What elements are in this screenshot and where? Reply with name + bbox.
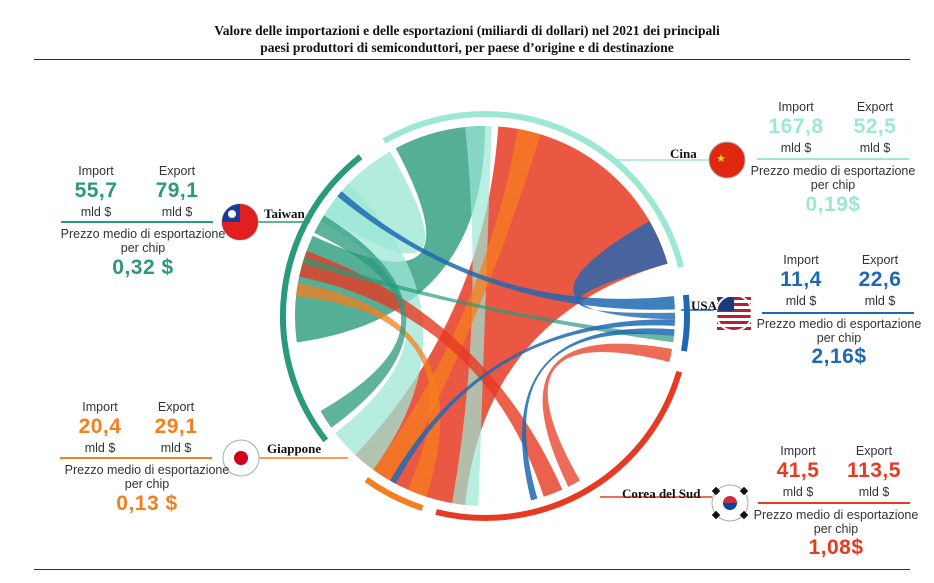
corea-export-label: Export — [855, 444, 893, 458]
taiwan-divider — [61, 221, 213, 223]
taiwan-export-unit: mld $ — [161, 205, 193, 219]
giappone-taiwan-ribbon — [296, 283, 441, 497]
usa-flag-canton — [718, 297, 734, 311]
cina-name: Cina — [670, 146, 697, 161]
giappone-export-label: Export — [157, 400, 195, 414]
giappone-panel: Import Export 20,4 29,1 mld $ mld $ Prez… — [60, 400, 232, 520]
cina-export-unit: mld $ — [859, 141, 891, 155]
usa-import-unit: mld $ — [785, 294, 817, 308]
corea-import-unit: mld $ — [782, 485, 814, 499]
taiwan-giappone-ribbon — [314, 215, 407, 428]
usa-export-unit: mld $ — [864, 294, 896, 308]
cina-price-value: 0,19$ — [805, 193, 861, 216]
usa-flag-stripe — [717, 327, 751, 330]
bottom-divider — [34, 569, 910, 570]
corea-price-value: 1,08$ — [808, 536, 864, 559]
corea-export-value: 113,5 — [847, 459, 901, 482]
taiwan-arc — [279, 154, 363, 443]
corea-divider — [758, 502, 910, 504]
cina-price-label: Prezzo medio di esportazione per chip — [748, 164, 918, 192]
cina-price-label-2: per chip — [810, 178, 856, 192]
usa-price-label-2: per chip — [816, 331, 862, 345]
usa-taiwan-ribbon — [337, 191, 675, 310]
corea-flag-bottom — [723, 503, 737, 510]
taiwan-export-label: Export — [158, 164, 196, 178]
cina-panel: Import Export 167,8 52,5 mld $ mld $ Pre… — [748, 100, 918, 220]
usa-flag-stripe — [717, 321, 751, 324]
taiwan-import-label: Import — [78, 164, 114, 178]
usa-import-value: 11,4 — [780, 268, 822, 291]
corea-usa-ribbon — [542, 343, 673, 487]
giappone-price-label-1: Prezzo medio di esportazione — [64, 463, 230, 477]
cina-giappone-ribbon — [320, 184, 424, 470]
corea-flag-trigram — [739, 486, 749, 496]
usa-price-label-1: Prezzo medio di esportazione — [756, 317, 922, 331]
giappone-divider — [60, 457, 212, 459]
usa-name: USA — [691, 298, 718, 313]
corea-import-value: 41,5 — [776, 459, 820, 482]
taiwan-flag-sun — [228, 210, 236, 218]
giappone-import-unit: mld $ — [84, 441, 116, 455]
corea-flag-trigram — [711, 486, 721, 496]
cina-export-label: Export — [856, 100, 894, 114]
cina-export-value: 52,5 — [853, 115, 897, 138]
giappone-price-value: 0,13 $ — [116, 492, 178, 515]
cina-import-unit: mld $ — [780, 141, 812, 155]
usa-price-label: Prezzo medio di esportazione per chip — [754, 317, 924, 345]
corea-flag-top — [723, 496, 737, 503]
corea-export-unit: mld $ — [858, 485, 890, 499]
usa-price-value: 2,16$ — [811, 345, 867, 368]
giappone-import-label: Import — [82, 400, 118, 414]
giappone-price-label-2: per chip — [124, 477, 170, 491]
usa-export-value: 22,6 — [858, 268, 902, 291]
giappone-price-label: Prezzo medio di esportazione per chip — [62, 463, 232, 491]
taiwan-name: Taiwan — [264, 206, 305, 221]
chart-title: Valore delle importazioni e delle esport… — [0, 22, 934, 56]
cina-arc — [382, 111, 684, 268]
usa-export-label: Export — [861, 253, 899, 267]
corea-price-label-2: per chip — [813, 522, 859, 536]
corea-price-label: Prezzo medio di esportazione per chip — [751, 508, 921, 536]
usa-divider — [762, 312, 914, 314]
usa-flag-ring — [715, 294, 753, 332]
taiwan-import-unit: mld $ — [80, 205, 112, 219]
taiwan-export-value: 79,1 — [155, 179, 199, 202]
taiwan-import-value: 55,7 — [74, 179, 118, 202]
taiwan-price-label: Prezzo medio di esportazione per chip — [58, 227, 228, 255]
cina-import-value: 167,8 — [768, 115, 824, 138]
giappone-cina-ribbon — [373, 128, 541, 484]
cina-flag-icon — [708, 141, 746, 179]
giappone-name: Giappone — [267, 441, 322, 456]
giappone-arc — [364, 476, 424, 511]
usa-flag-stripe — [717, 315, 751, 318]
giappone-export-value: 29,1 — [154, 415, 198, 438]
corea-name: Corea del Sud — [622, 486, 701, 501]
corea-import-label: Import — [780, 444, 816, 458]
top-divider — [34, 59, 910, 60]
corea-price-label-1: Prezzo medio di esportazione — [753, 508, 919, 522]
cina-price-label-1: Prezzo medio di esportazione — [750, 164, 916, 178]
cina-usa-ribbon — [573, 221, 676, 320]
chart-title-line-2: paesi produttori di semiconduttori, per … — [260, 40, 674, 55]
corea-panel: Import Export 41,5 113,5 mld $ mld $ Pre… — [751, 444, 921, 564]
usa-panel: Import Export 11,4 22,6 mld $ mld $ Prez… — [754, 253, 924, 373]
cina-divider — [757, 158, 909, 160]
corea-taiwan-ribbon — [299, 251, 563, 497]
taiwan-price-label-1: Prezzo medio di esportazione — [60, 227, 226, 241]
chart-title-line-1: Valore delle importazioni e delle esport… — [214, 23, 720, 38]
taiwan-panel: Import Export 55,7 79,1 mld $ mld $ Prez… — [58, 164, 228, 284]
usa-arc — [680, 294, 690, 352]
taiwan-price-value: 0,32 $ — [112, 256, 174, 279]
taiwan-price-label-2: per chip — [120, 241, 166, 255]
corea-arc — [435, 370, 683, 521]
taiwan-cina-ribbon — [294, 125, 485, 343]
usa-import-label: Import — [783, 253, 819, 267]
cina-import-label: Import — [778, 100, 814, 114]
cina-flag-star: ★ — [716, 152, 726, 165]
giappone-flag-disc — [234, 451, 248, 465]
giappone-export-unit: mld $ — [160, 441, 192, 455]
giappone-import-value: 20,4 — [78, 415, 122, 438]
